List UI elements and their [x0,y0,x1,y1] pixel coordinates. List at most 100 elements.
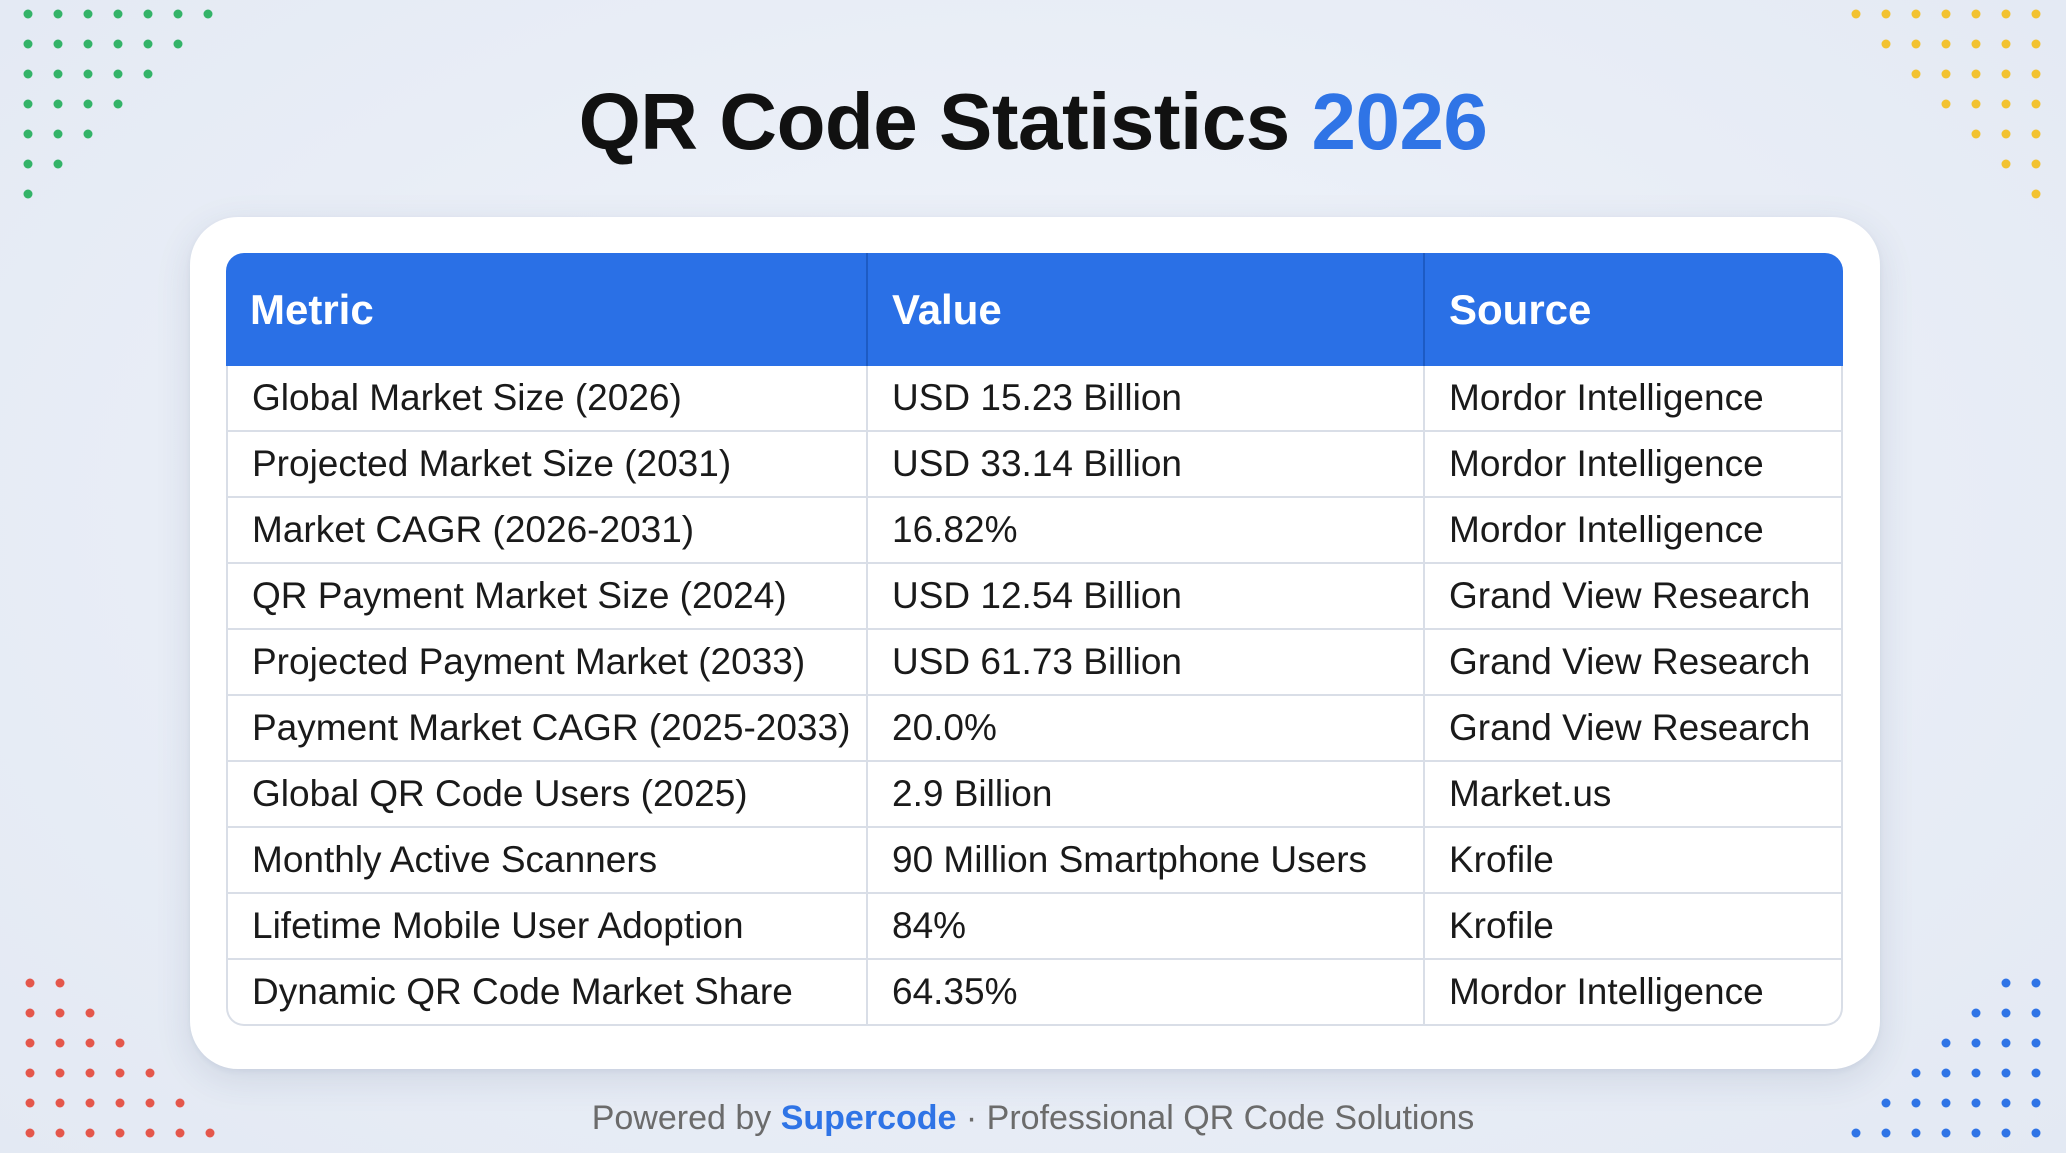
footer-prefix: Powered by [591,1099,772,1137]
table-row: Global Market Size (2026) USD 15.23 Billi… [226,366,1843,432]
decorative-dot [55,1038,65,1048]
decorative-dot [1971,1038,1981,1048]
metric-cell: Global QR Code Users (2025) [226,762,868,828]
source-cell: Mordor Intelligence [1425,960,1843,1026]
table-row: Monthly Active Scanners 90 Million Smartp… [226,828,1843,894]
decorative-dot [85,1008,95,1018]
value-cell: USD 33.14 Billion [868,432,1425,498]
decorative-dot [55,978,65,988]
metric-cell: Payment Market CAGR (2025-2033) [226,696,868,762]
decorative-dot [55,1008,65,1018]
statistics-card: Metric Value Source Global Market Size (20… [190,217,1880,1069]
decorative-dot [1971,39,1981,49]
table-row: QR Payment Market Size (2024) USD 12.54 B… [226,564,1843,630]
decorative-dot [55,1068,65,1078]
decorative-dot [2031,1068,2041,1078]
decorative-dot [2031,9,2041,19]
column-header: Source [1425,253,1843,366]
value-cell: 20.0% [868,696,1425,762]
source-cell: Krofile [1425,894,1843,960]
decorative-dot [1941,9,1951,19]
decorative-dot [53,39,63,49]
footer: Powered by Supercode · Professional QR C… [0,1096,2066,1140]
decorative-dot [85,1068,95,1078]
decorative-dot [23,39,33,49]
decorative-dot [115,1068,125,1078]
source-cell: Krofile [1425,828,1843,894]
footer-tagline: Professional QR Code Solutions [986,1099,1475,1137]
decorative-dot [203,9,213,19]
decorative-dot [1971,9,1981,19]
value-cell: USD 15.23 Billion [868,366,1425,432]
metric-cell: Monthly Active Scanners [226,828,868,894]
table-row: Global QR Code Users (2025) 2.9 Billion Ma… [226,762,1843,828]
decorative-dot [23,189,33,199]
title-year: 2026 [1311,77,1488,166]
decorative-dot [2031,978,2041,988]
decorative-dot [173,39,183,49]
title-text: QR Code Statistics [578,77,1291,166]
page-title: QR Code Statistics 2026 [0,72,2066,172]
source-cell: Grand View Research [1425,564,1843,630]
source-cell: Market.us [1425,762,1843,828]
metric-cell: Projected Payment Market (2033) [226,630,868,696]
decorative-dot [85,1038,95,1048]
decorative-dot [1971,1008,1981,1018]
decorative-dot [2001,9,2011,19]
metric-cell: Projected Market Size (2031) [226,432,868,498]
value-cell: 2.9 Billion [868,762,1425,828]
source-cell: Grand View Research [1425,630,1843,696]
decorative-dot [1911,9,1921,19]
metric-cell: Market CAGR (2026-2031) [226,498,868,564]
decorative-dot [2001,978,2011,988]
decorative-dot [1941,1068,1951,1078]
decorative-dot [115,1038,125,1048]
decorative-dot [143,9,153,19]
decorative-dot [2001,1068,2011,1078]
decorative-dot [53,9,63,19]
decorative-dot [113,9,123,19]
value-cell: 90 Million Smartphone Users [868,828,1425,894]
decorative-dot [83,39,93,49]
decorative-dot [2001,1038,2011,1048]
decorative-dot [2001,39,2011,49]
statistics-table: Metric Value Source Global Market Size (20… [226,253,1843,1026]
decorative-dot [1971,1068,1981,1078]
table-row: Dynamic QR Code Market Share 64.35% Mordor… [226,960,1843,1026]
value-cell: USD 12.54 Billion [868,564,1425,630]
source-cell: Mordor Intelligence [1425,366,1843,432]
column-header: Metric [226,253,868,366]
metric-cell: Global Market Size (2026) [226,366,868,432]
decorative-dot [2031,189,2041,199]
decorative-dot [25,1008,35,1018]
decorative-dot [2031,39,2041,49]
source-cell: Mordor Intelligence [1425,432,1843,498]
decorative-dot [1911,39,1921,49]
decorative-dot [143,39,153,49]
table-body: Global Market Size (2026) USD 15.23 Billi… [226,366,1843,1026]
decorative-dot [173,9,183,19]
decorative-dot [25,978,35,988]
value-cell: USD 61.73 Billion [868,630,1425,696]
value-cell: 16.82% [868,498,1425,564]
decorative-dot [2031,1008,2041,1018]
decorative-dot [23,9,33,19]
table-row: Projected Market Size (2031) USD 33.14 Bi… [226,432,1843,498]
value-cell: 84% [868,894,1425,960]
table-row: Payment Market CAGR (2025-2033) 20.0% Gran… [226,696,1843,762]
metric-cell: QR Payment Market Size (2024) [226,564,868,630]
table-row: Projected Payment Market (2033) USD 61.73… [226,630,1843,696]
source-cell: Mordor Intelligence [1425,498,1843,564]
decorative-dot [2031,1038,2041,1048]
table-header-row: Metric Value Source [226,253,1843,366]
decorative-dot [1881,9,1891,19]
decorative-dot [25,1068,35,1078]
metric-cell: Dynamic QR Code Market Share [226,960,868,1026]
decorative-dot [83,9,93,19]
decorative-dot [1851,9,1861,19]
decorative-dot [2001,1008,2011,1018]
table-row: Market CAGR (2026-2031) 16.82% Mordor Inte… [226,498,1843,564]
metric-cell: Lifetime Mobile User Adoption [226,894,868,960]
footer-brand-link[interactable]: Supercode [780,1099,957,1137]
